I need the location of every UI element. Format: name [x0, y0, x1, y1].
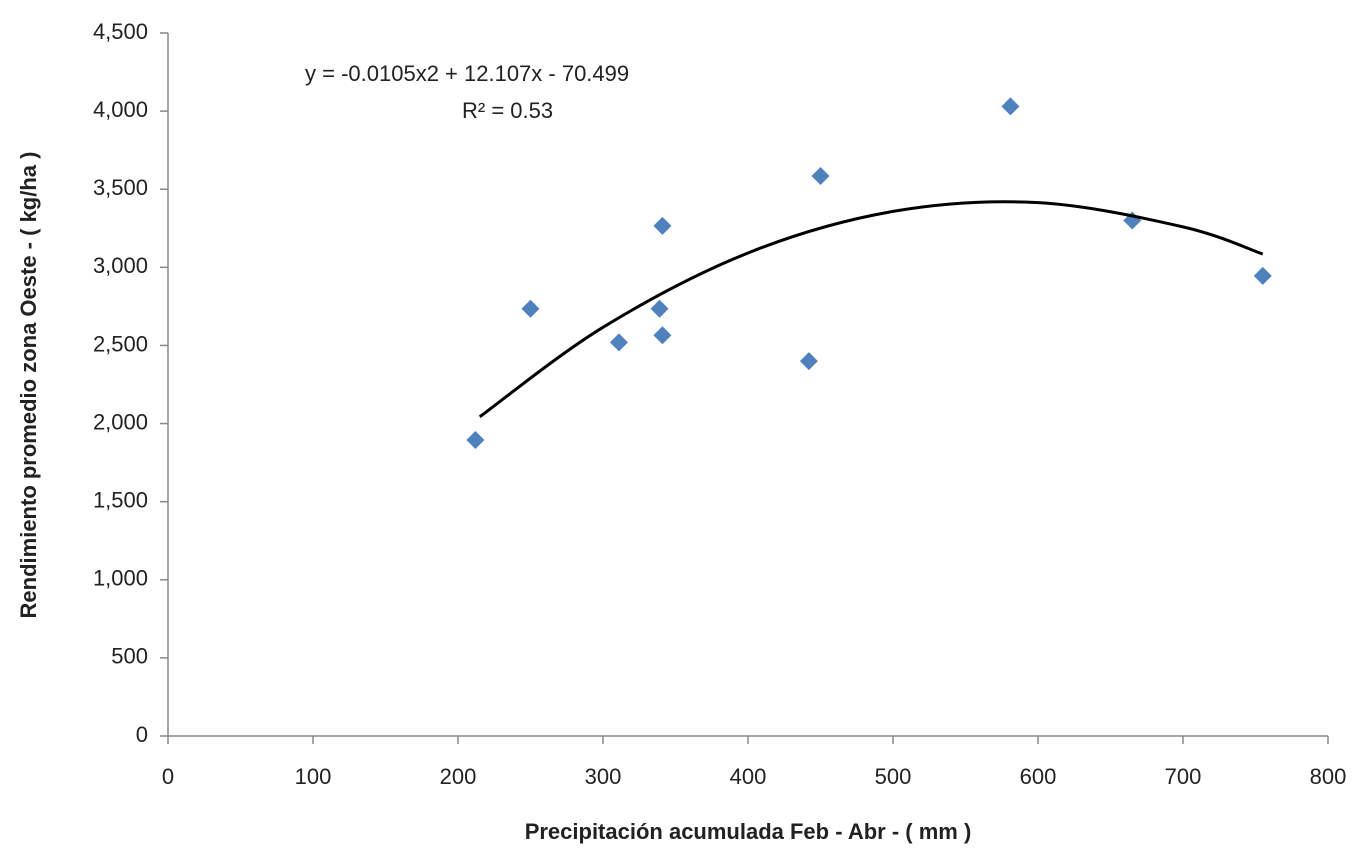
data-point	[1253, 266, 1272, 285]
data-point	[811, 166, 830, 185]
x-tick-label: 0	[162, 764, 174, 789]
y-tick-label: 3,000	[93, 253, 148, 278]
y-tick-label: 1,500	[93, 487, 148, 512]
y-tick-label: 4,500	[93, 19, 148, 44]
x-tick-label: 100	[295, 764, 332, 789]
x-tick-label: 400	[730, 764, 767, 789]
data-point	[650, 299, 669, 318]
trendline	[478, 200, 1264, 419]
x-tick-label: 600	[1020, 764, 1057, 789]
data-point	[653, 326, 672, 345]
data-point	[521, 299, 540, 318]
data-point	[653, 216, 672, 235]
data-point	[466, 430, 485, 449]
data-point	[1001, 97, 1020, 116]
y-tick-label: 2,500	[93, 331, 148, 356]
y-tick-label: 500	[111, 644, 148, 669]
y-axis-title: Rendimiento promedio zona Oeste - ( kg/h…	[16, 152, 41, 619]
y-tick-label: 4,000	[93, 97, 148, 122]
y-tick-label: 1,000	[93, 566, 148, 591]
y-tick-label: 0	[136, 722, 148, 747]
x-tick-label: 300	[585, 764, 622, 789]
y-tick-label: 2,000	[93, 409, 148, 434]
data-point	[799, 352, 818, 371]
y-tick-label: 3,500	[93, 175, 148, 200]
x-tick-label: 500	[875, 764, 912, 789]
x-tick-label: 800	[1310, 764, 1347, 789]
x-tick-label: 200	[440, 764, 477, 789]
trendline-equation: y = -0.0105x2 + 12.107x - 70.499	[305, 61, 629, 86]
data-point	[609, 333, 628, 352]
x-tick-label: 700	[1165, 764, 1202, 789]
x-axis-title: Precipitación acumulada Feb - Abr - ( mm…	[525, 819, 972, 844]
trendline-r-squared: R² = 0.53	[462, 98, 553, 123]
